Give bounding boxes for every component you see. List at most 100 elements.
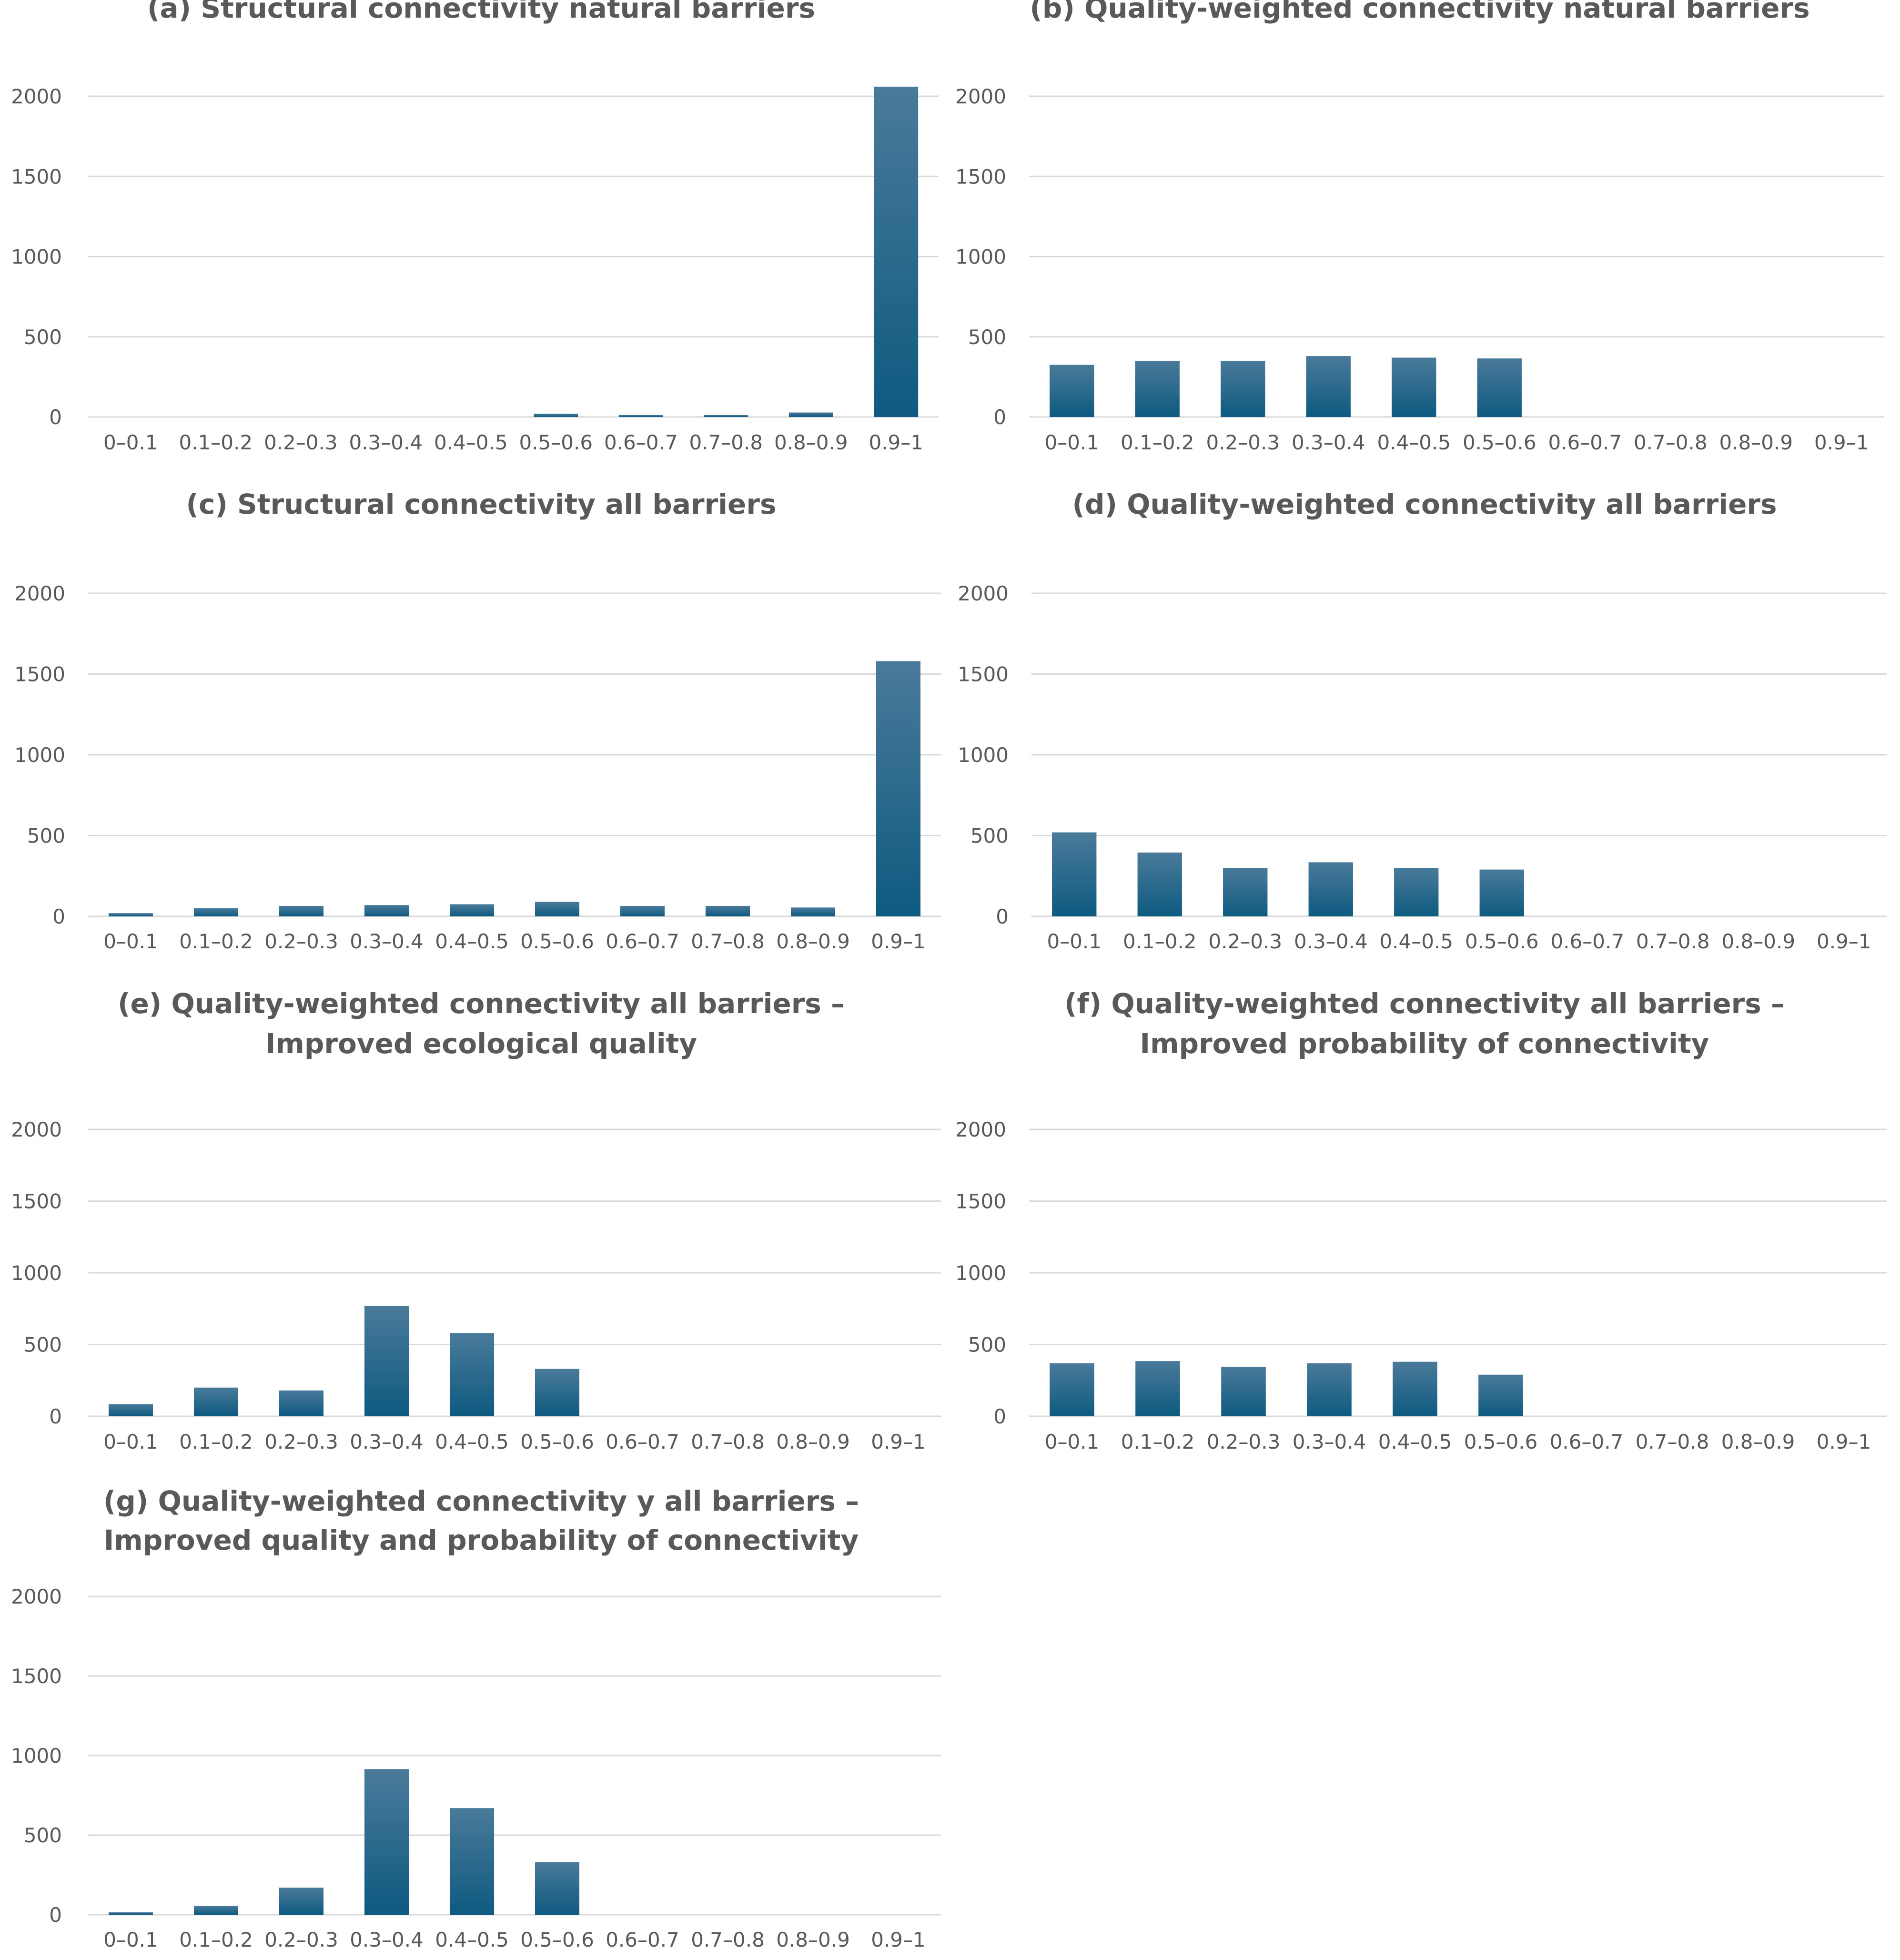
bar <box>1479 869 1524 916</box>
x-tick-label: 0.7–0.8 <box>1636 930 1710 953</box>
y-tick-label: 2000 <box>955 1118 1006 1141</box>
x-tick-label: 0.8–0.9 <box>776 1430 850 1453</box>
x-tick-label: 0.3–0.4 <box>349 431 423 454</box>
chart-b: (b) Quality-weighted connectivity natura… <box>955 0 1884 454</box>
x-tick-label: 0.6–0.7 <box>1550 930 1624 953</box>
x-tick-label: 0.6–0.7 <box>606 1430 679 1453</box>
chart-e: (e) Quality-weighted connectivity all ba… <box>11 987 941 1453</box>
bar <box>1394 868 1439 916</box>
bar <box>1050 1363 1094 1416</box>
bar <box>874 86 919 417</box>
x-tick-label: 0.2–0.3 <box>1206 431 1280 454</box>
chart-f: (f) Quality-weighted connectivity all ba… <box>955 987 1887 1453</box>
x-tick-label: 0.3–0.4 <box>1292 431 1365 454</box>
x-tick-label: 0.7–0.8 <box>689 431 763 454</box>
bar <box>108 1404 153 1416</box>
y-tick-label: 1500 <box>14 663 65 686</box>
x-tick-label: 0.5–0.6 <box>519 431 593 454</box>
chart-title: (a) Structural connectivity natural barr… <box>147 0 815 24</box>
x-tick-label: 0.6–0.7 <box>1550 1430 1624 1453</box>
chart-title: Improved ecological quality <box>265 1027 697 1060</box>
x-tick-label: 0.2–0.3 <box>264 1430 338 1453</box>
bar <box>1137 853 1182 916</box>
bar <box>364 1769 409 1915</box>
y-tick-label: 500 <box>24 325 62 349</box>
bar <box>1050 365 1094 417</box>
chart-d: (d) Quality-weighted connectivity all ba… <box>958 488 1887 953</box>
bar <box>535 1862 580 1915</box>
y-tick-label: 0 <box>49 1405 62 1428</box>
y-tick-label: 500 <box>24 1824 62 1847</box>
y-tick-label: 1500 <box>11 165 62 188</box>
bar <box>108 1912 153 1915</box>
x-tick-label: 0.1–0.2 <box>179 1430 253 1453</box>
x-tick-label: 0.1–0.2 <box>179 930 253 953</box>
y-tick-label: 1000 <box>11 245 62 269</box>
y-tick-label: 0 <box>996 905 1009 928</box>
x-tick-label: 0–0.1 <box>103 431 158 454</box>
x-tick-label: 0.4–0.5 <box>1377 431 1451 454</box>
x-tick-label: 0.4–0.5 <box>1379 930 1453 953</box>
bar <box>1306 356 1351 417</box>
bar <box>788 412 833 417</box>
bar <box>193 908 239 916</box>
bar <box>364 905 409 916</box>
x-tick-label: 0.7–0.8 <box>691 1430 765 1453</box>
x-tick-label: 0.1–0.2 <box>1123 930 1197 953</box>
bar <box>1052 832 1097 916</box>
bar <box>449 1333 495 1416</box>
x-tick-label: 0.9–1 <box>1814 431 1869 454</box>
y-tick-label: 0 <box>52 905 65 928</box>
x-tick-label: 0.3–0.4 <box>1293 1430 1366 1453</box>
y-tick-label: 1500 <box>955 165 1006 188</box>
y-tick-label: 1000 <box>955 245 1006 269</box>
x-tick-label: 0.8–0.9 <box>776 930 850 953</box>
x-tick-label: 0.2–0.3 <box>264 431 338 454</box>
bar <box>1477 358 1522 417</box>
x-tick-label: 0.3–0.4 <box>350 1928 424 1951</box>
x-tick-label: 0.9–1 <box>869 431 923 454</box>
y-tick-label: 1500 <box>11 1665 62 1688</box>
chart-title: (g) Quality-weighted connectivity y all … <box>103 1485 859 1517</box>
bar <box>620 905 665 916</box>
x-tick-label: 0.1–0.2 <box>1121 431 1194 454</box>
bar <box>1393 1361 1437 1416</box>
x-tick-label: 0.9–1 <box>1817 1430 1871 1453</box>
x-tick-label: 0.2–0.3 <box>264 1928 338 1951</box>
bar <box>705 905 750 916</box>
bar <box>1221 361 1265 417</box>
x-tick-label: 0.6–0.7 <box>606 1928 679 1951</box>
x-tick-label: 0.4–0.5 <box>435 1928 509 1951</box>
x-tick-label: 0.2–0.3 <box>1207 1430 1281 1453</box>
x-tick-label: 0.8–0.9 <box>774 431 848 454</box>
x-tick-label: 0.5–0.6 <box>1463 431 1536 454</box>
y-tick-label: 500 <box>970 824 1009 848</box>
chart-g: (g) Quality-weighted connectivity y all … <box>11 1485 941 1951</box>
chart-title: Improved probability of connectivity <box>1140 1027 1709 1060</box>
bar <box>876 661 921 916</box>
y-tick-label: 1000 <box>958 743 1009 767</box>
y-tick-label: 1500 <box>958 663 1009 686</box>
bar <box>1478 1374 1523 1416</box>
y-tick-label: 2000 <box>11 1585 62 1608</box>
x-tick-label: 0–0.1 <box>103 1430 158 1453</box>
chart-a: (a) Structural connectivity natural barr… <box>11 0 939 454</box>
chart-title: (d) Quality-weighted connectivity all ba… <box>1072 488 1777 520</box>
bar <box>1135 1361 1180 1416</box>
bar <box>279 905 324 916</box>
y-tick-label: 500 <box>27 824 65 848</box>
bar <box>704 415 748 417</box>
y-tick-label: 1500 <box>955 1190 1006 1213</box>
y-tick-label: 1000 <box>11 1744 62 1767</box>
x-tick-label: 0.8–0.9 <box>1721 1430 1795 1453</box>
y-tick-label: 0 <box>49 1903 62 1927</box>
x-tick-label: 0.7–0.8 <box>1636 1430 1709 1453</box>
bar <box>193 1906 239 1915</box>
y-tick-label: 0 <box>49 406 62 429</box>
x-tick-label: 0.3–0.4 <box>1294 930 1368 953</box>
x-tick-label: 0.3–0.4 <box>350 1430 424 1453</box>
bar <box>279 1888 324 1915</box>
y-tick-label: 1000 <box>14 743 65 767</box>
x-tick-label: 0.8–0.9 <box>1721 930 1795 953</box>
